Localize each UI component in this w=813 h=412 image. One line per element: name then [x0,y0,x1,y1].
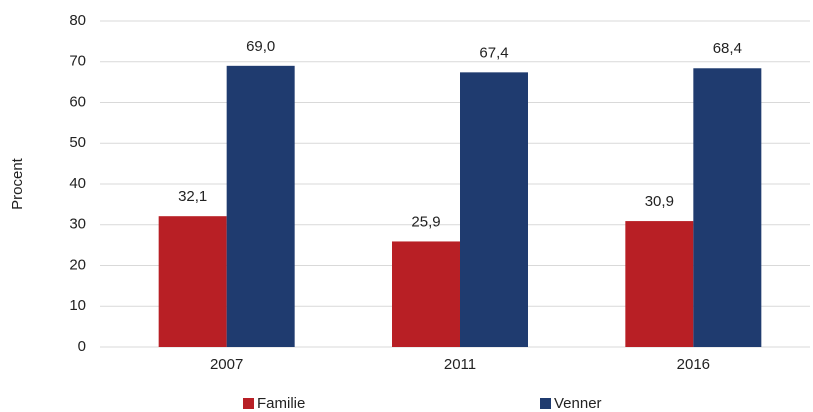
data-label: 69,0 [246,38,275,55]
data-label: 67,4 [479,44,508,61]
bar [693,68,762,348]
data-label: 30,9 [645,193,674,210]
y-tick-label: 70 [69,53,86,70]
y-tick-label: 20 [69,256,86,273]
bar [392,241,460,347]
x-tick-label: 2016 [677,356,710,373]
y-tick-label: 50 [69,134,86,151]
y-tick-label: 40 [69,175,86,192]
data-label: 68,4 [713,40,742,57]
bar [226,65,295,347]
data-label: 32,1 [178,188,207,205]
x-tick-label: 2007 [210,356,243,373]
legend-label: Venner [554,395,602,412]
y-tick-label: 80 [69,12,86,29]
legend-swatch [540,398,551,409]
legend-swatch [243,398,254,409]
x-tick-label: 2011 [444,356,476,373]
data-label: 25,9 [411,213,440,230]
bar [625,221,694,347]
y-tick-label: 10 [69,297,86,314]
legend-label: Familie [257,395,305,412]
y-tick-label: 60 [69,93,86,110]
bar [460,72,528,347]
y-tick-label: 0 [78,338,86,355]
y-axis-label: Procent [9,157,26,210]
y-tick-label: 30 [69,216,86,233]
bar [158,216,227,347]
